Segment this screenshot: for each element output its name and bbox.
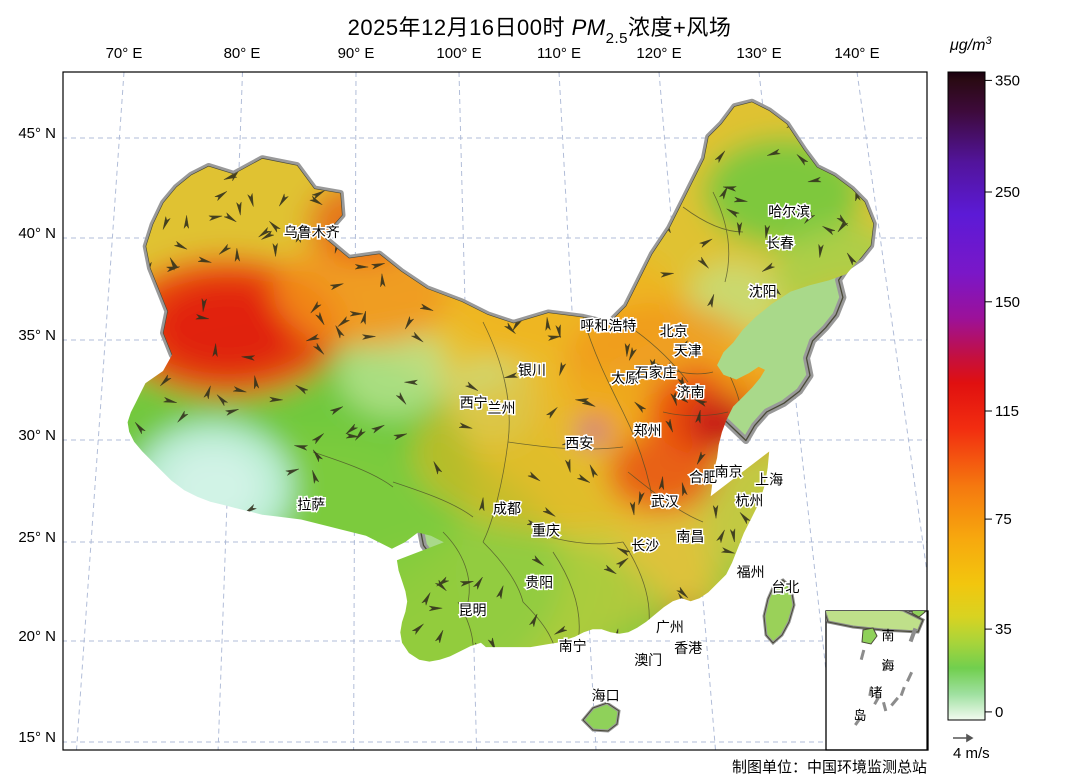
svg-text:25° N: 25° N	[18, 529, 56, 546]
svg-text:110° E: 110° E	[537, 45, 581, 62]
svg-text:银川: 银川	[518, 362, 546, 378]
svg-text:250: 250	[995, 184, 1020, 201]
svg-text:成都: 成都	[493, 500, 521, 516]
svg-text:100° E: 100° E	[436, 45, 481, 62]
svg-text:海: 海	[881, 658, 894, 673]
svg-text:80° E: 80° E	[224, 45, 261, 62]
svg-text:乌鲁木齐: 乌鲁木齐	[284, 224, 340, 240]
svg-text:香港: 香港	[674, 640, 702, 656]
svg-text:35° N: 35° N	[18, 327, 56, 344]
svg-text:天津: 天津	[674, 342, 702, 358]
svg-text:北京: 北京	[660, 323, 688, 339]
svg-text:130° E: 130° E	[736, 45, 781, 62]
svg-text:40° N: 40° N	[18, 225, 56, 242]
svg-text:上海: 上海	[755, 472, 783, 488]
svg-text:广州: 广州	[656, 619, 684, 635]
svg-text:贵阳: 贵阳	[525, 574, 553, 590]
svg-text:70° E: 70° E	[106, 45, 143, 62]
svg-text:呼和浩特: 呼和浩特	[580, 317, 636, 333]
svg-text:0: 0	[995, 704, 1003, 721]
svg-text:75: 75	[995, 511, 1012, 528]
svg-text:海口: 海口	[592, 687, 620, 703]
svg-text:90° E: 90° E	[338, 45, 375, 62]
svg-text:济南: 济南	[677, 384, 705, 400]
svg-text:35: 35	[995, 621, 1012, 638]
svg-text:15° N: 15° N	[18, 729, 56, 746]
svg-text:石家庄: 石家庄	[635, 365, 677, 381]
svg-text:制图单位：中国环境监测总站: 制图单位：中国环境监测总站	[732, 758, 927, 776]
svg-text:140° E: 140° E	[834, 45, 879, 62]
svg-text:20° N: 20° N	[18, 628, 56, 645]
svg-text:南宁: 南宁	[559, 638, 587, 654]
svg-text:重庆: 重庆	[532, 523, 560, 539]
svg-text:兰州: 兰州	[488, 400, 516, 416]
svg-text:长春: 长春	[766, 235, 794, 251]
svg-text:岛: 岛	[853, 708, 866, 723]
svg-text:4 m/s: 4 m/s	[953, 745, 990, 762]
svg-text:南京: 南京	[715, 463, 743, 479]
svg-text:哈尔滨: 哈尔滨	[768, 204, 810, 220]
svg-text:南: 南	[881, 628, 894, 643]
svg-text:沈阳: 沈阳	[749, 284, 777, 300]
svg-text:115: 115	[995, 403, 1019, 420]
svg-text:澳门: 澳门	[634, 652, 662, 668]
svg-text:南昌: 南昌	[676, 528, 704, 544]
svg-text:诸: 诸	[869, 685, 882, 700]
svg-text:长沙: 长沙	[631, 538, 659, 554]
svg-text:350: 350	[995, 73, 1020, 90]
svg-text:合肥: 合肥	[689, 469, 717, 485]
svg-text:西宁: 西宁	[460, 395, 488, 411]
svg-text:福州: 福州	[737, 564, 765, 580]
svg-text:西安: 西安	[565, 435, 593, 451]
svg-text:郑州: 郑州	[634, 423, 662, 439]
svg-text:台北: 台北	[771, 579, 799, 595]
svg-text:武汉: 武汉	[651, 494, 679, 510]
svg-text:昆明: 昆明	[459, 602, 487, 618]
svg-text:拉萨: 拉萨	[297, 497, 325, 513]
svg-text:120° E: 120° E	[636, 45, 681, 62]
svg-text:杭州: 杭州	[735, 492, 763, 508]
svg-text:150: 150	[995, 294, 1020, 311]
svg-text:30° N: 30° N	[18, 427, 56, 444]
svg-text:45° N: 45° N	[18, 125, 56, 142]
